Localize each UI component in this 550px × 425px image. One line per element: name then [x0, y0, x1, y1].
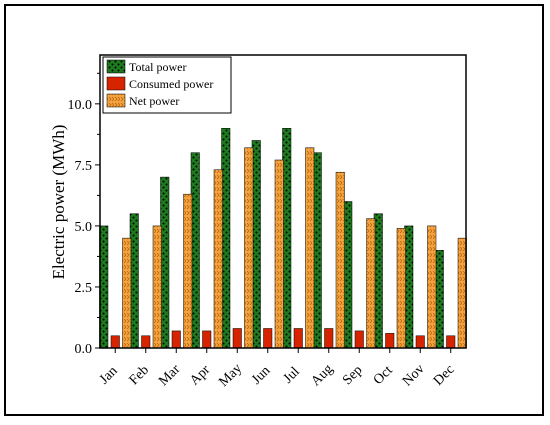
- bar-net-power-mar: [183, 193, 193, 349]
- bar-total-power-jul: [282, 128, 292, 349]
- bar-total-power-sep: [343, 201, 353, 349]
- legend-swatch-consumed-power: [106, 76, 126, 91]
- x-tick-label: Feb: [127, 363, 152, 388]
- bar-consumed-power-oct: [385, 333, 395, 349]
- y-tick-label: 0.0: [75, 342, 93, 357]
- bar-net-power-dec: [457, 237, 467, 349]
- bar-consumed-power-nov: [415, 335, 425, 349]
- bars-layer: [99, 128, 467, 349]
- y-axis: 0.0 2.5 5.0 7.5 10.0: [68, 72, 100, 357]
- plot-area-border: [99, 54, 467, 349]
- legend: Total power Consumed power Net power: [102, 56, 232, 114]
- bar-consumed-power-dec: [446, 335, 456, 349]
- bar-consumed-power-jan: [110, 335, 120, 349]
- y-tick-label: 10.0: [68, 98, 93, 113]
- y-tick-label: 2.5: [75, 281, 93, 296]
- legend-label: Net power: [129, 94, 179, 108]
- bar-consumed-power-mar: [171, 330, 181, 349]
- x-tick-label: Sep: [340, 363, 365, 388]
- bar-net-power-oct: [396, 228, 406, 349]
- x-tick-label: Dec: [431, 362, 458, 389]
- bar-net-power-jul: [305, 147, 315, 349]
- bar-net-power-sep: [366, 218, 376, 349]
- bar-total-power-apr: [190, 152, 200, 349]
- bar-total-power-jan: [99, 225, 109, 349]
- bar-net-power-jun: [274, 159, 284, 349]
- bar-consumed-power-may: [232, 328, 242, 349]
- legend-label: Consumed power: [129, 77, 213, 91]
- legend-swatch-total-power: [106, 59, 126, 74]
- bar-consumed-power-jun: [263, 328, 273, 349]
- bar-total-power-nov: [404, 225, 414, 349]
- bar-consumed-power-apr: [202, 330, 212, 349]
- bar-net-power-may: [244, 147, 254, 349]
- bar-consumed-power-sep: [354, 330, 364, 349]
- legend-swatch-net-power: [106, 93, 126, 108]
- x-tick-label: Jan: [97, 364, 121, 388]
- y-axis-label: Electric power (MWh): [49, 125, 68, 280]
- x-tick-label: Nov: [400, 362, 428, 390]
- y-tick-label: 7.5: [75, 159, 93, 174]
- x-tick-label: Mar: [156, 362, 183, 389]
- bar-total-power-dec: [434, 250, 444, 349]
- bar-consumed-power-feb: [141, 335, 151, 349]
- bar-total-power-feb: [129, 213, 139, 349]
- bar-consumed-power-jul: [293, 328, 303, 349]
- bar-total-power-jun: [251, 140, 261, 349]
- bar-net-power-apr: [213, 169, 223, 349]
- y-tick-label: 5.0: [75, 220, 93, 235]
- x-tick-label: Jul: [281, 364, 303, 386]
- x-tick-label: Aug: [308, 362, 336, 390]
- bar-net-power-aug: [335, 171, 345, 349]
- bar-net-power-feb: [152, 225, 162, 349]
- x-tick-label: Jun: [249, 363, 273, 387]
- bar-net-power-jan: [122, 237, 132, 349]
- x-tick-label: Apr: [187, 362, 213, 388]
- x-tick-label: Oct: [371, 363, 396, 388]
- bar-net-power-nov: [427, 225, 437, 349]
- bar-total-power-mar: [160, 176, 170, 349]
- bar-total-power-oct: [373, 213, 383, 349]
- x-axis: Jan Feb Mar Apr May Jun Jul Aug Sep Oct Nov Dec: [97, 348, 458, 390]
- bar-total-power-may: [221, 128, 231, 349]
- x-tick-label: May: [216, 361, 245, 390]
- legend-label: Total power: [129, 60, 186, 74]
- bar-consumed-power-aug: [324, 328, 334, 349]
- bar-total-power-aug: [312, 152, 322, 349]
